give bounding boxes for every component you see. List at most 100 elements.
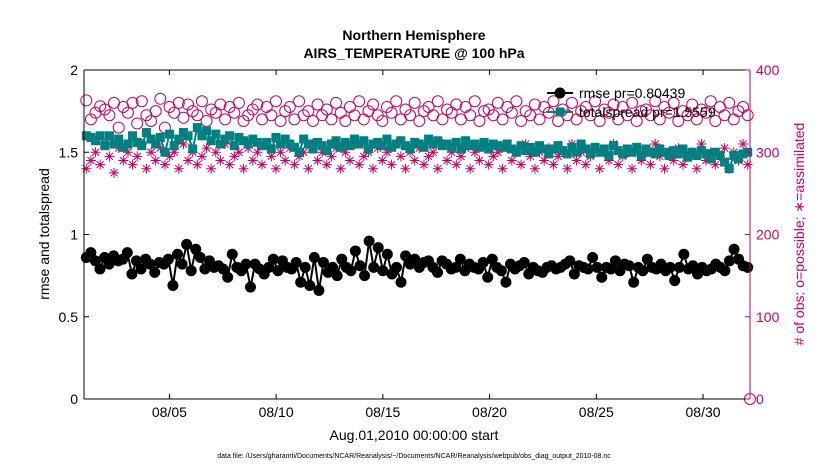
rmse-point <box>395 276 407 288</box>
obs-possible-point <box>436 113 449 126</box>
totalspread-point <box>678 144 688 154</box>
obs-assimilated-point <box>206 163 217 174</box>
obs-assimilated-point <box>104 151 115 162</box>
y-tick-label-left: 2 <box>70 62 78 78</box>
obs-assimilated-point <box>169 147 180 158</box>
obs-possible-point <box>320 103 333 116</box>
rmse-point <box>304 279 316 291</box>
totalspread-point <box>627 147 637 157</box>
rmse-point <box>719 265 731 277</box>
obs-assimilated-point <box>395 151 406 162</box>
totalspread-point <box>313 137 323 147</box>
totalspread-point <box>146 134 156 144</box>
totalspread-point <box>470 139 480 149</box>
obs-assimilated-point <box>289 159 300 170</box>
totalspread-point <box>340 137 350 147</box>
totalspread-point <box>706 154 716 164</box>
totalspread-point <box>141 128 151 138</box>
obs-assimilated-point <box>677 159 688 170</box>
totalspread-point <box>276 139 286 149</box>
rmse-point <box>226 248 238 260</box>
obs-possible-point <box>413 114 426 127</box>
obs-possible-point <box>528 98 541 111</box>
obs-possible-point <box>214 98 227 111</box>
totalspread-point <box>215 139 225 149</box>
rmse-point <box>185 265 197 277</box>
obs-assimilated-point <box>451 159 462 170</box>
obs-assimilated-point <box>155 143 166 154</box>
rmse-point <box>591 261 603 273</box>
obs-assimilated-point <box>178 139 189 150</box>
totalspread-point <box>599 144 609 154</box>
obs-possible-point <box>505 106 518 119</box>
totalspread-point <box>299 134 309 144</box>
rmse-point <box>390 261 402 273</box>
totalspread-point <box>539 144 549 154</box>
x-tick-label: 08/20 <box>472 404 507 420</box>
obs-possible-point <box>741 109 754 122</box>
obs-possible-point <box>182 98 195 111</box>
obs-possible-point <box>519 105 532 118</box>
obs-assimilated-point <box>571 155 582 166</box>
obs-possible-point <box>630 114 643 127</box>
obs-possible-point <box>515 114 528 127</box>
rmse-point <box>628 276 640 288</box>
obs-assimilated-point <box>696 139 707 150</box>
rmse-point <box>130 255 142 267</box>
rmse-point <box>500 276 512 288</box>
totalspread-point <box>701 149 711 159</box>
obs-assimilated-point <box>331 143 342 154</box>
y-axis-label-right: # of obs: o=possible; ∗=assimilated <box>791 123 807 346</box>
obs-assimilated-point <box>562 163 573 174</box>
totalspread-point <box>636 151 646 161</box>
obs-possible-point <box>667 96 680 109</box>
rmse-point <box>482 271 494 283</box>
rmse-point <box>336 253 348 265</box>
totalspread-point <box>391 139 401 149</box>
obs-possible-point <box>186 105 199 118</box>
obs-possible-point <box>607 98 620 111</box>
totalspread-point <box>183 131 193 141</box>
y-tick-label-right: 0 <box>756 391 764 407</box>
obs-assimilated-point <box>432 163 443 174</box>
totalspread-point <box>104 131 114 141</box>
totalspread-point <box>456 144 466 154</box>
obs-possible-point <box>704 95 717 108</box>
rmse-point <box>245 281 256 293</box>
totalspread-point <box>576 139 586 149</box>
totalspread-point <box>548 144 558 154</box>
obs-assimilated-point <box>317 147 328 158</box>
rmse-point <box>121 247 133 259</box>
totalspread-point <box>585 149 595 159</box>
totalspread-point <box>160 147 170 157</box>
obs-assimilated-point <box>183 155 194 166</box>
rmse-point <box>742 261 754 273</box>
obs-assimilated-point <box>705 147 716 158</box>
totalspread-point <box>613 146 623 156</box>
obs-possible-point <box>723 96 736 109</box>
rmse-point <box>176 258 188 270</box>
rmse-point <box>194 252 206 264</box>
obs-assimilated-point <box>673 143 684 154</box>
totalspread-point <box>493 141 503 151</box>
rmse-point <box>331 270 343 282</box>
totalspread-point <box>535 141 545 151</box>
obs-possible-point <box>265 109 278 122</box>
obs-assimilated-point <box>483 159 494 170</box>
rmse-point <box>477 256 489 268</box>
y-tick-label-left: 0.5 <box>59 309 79 325</box>
totalspread-point <box>433 136 443 146</box>
rmse-point <box>190 243 202 255</box>
legend-totalspread-swatch-marker <box>555 107 565 117</box>
totalspread-point <box>211 129 221 139</box>
obs-assimilated-point <box>465 163 476 174</box>
obs-possible-point <box>390 95 403 108</box>
rmse-point <box>381 248 393 260</box>
totalspread-point <box>479 137 489 147</box>
obs-possible-point <box>135 95 148 108</box>
obs-assimilated-point <box>529 163 540 174</box>
totalspread-point <box>442 139 452 149</box>
obs-assimilated-point <box>594 163 605 174</box>
obs-possible-point <box>325 113 338 126</box>
obs-possible-point <box>283 101 296 114</box>
